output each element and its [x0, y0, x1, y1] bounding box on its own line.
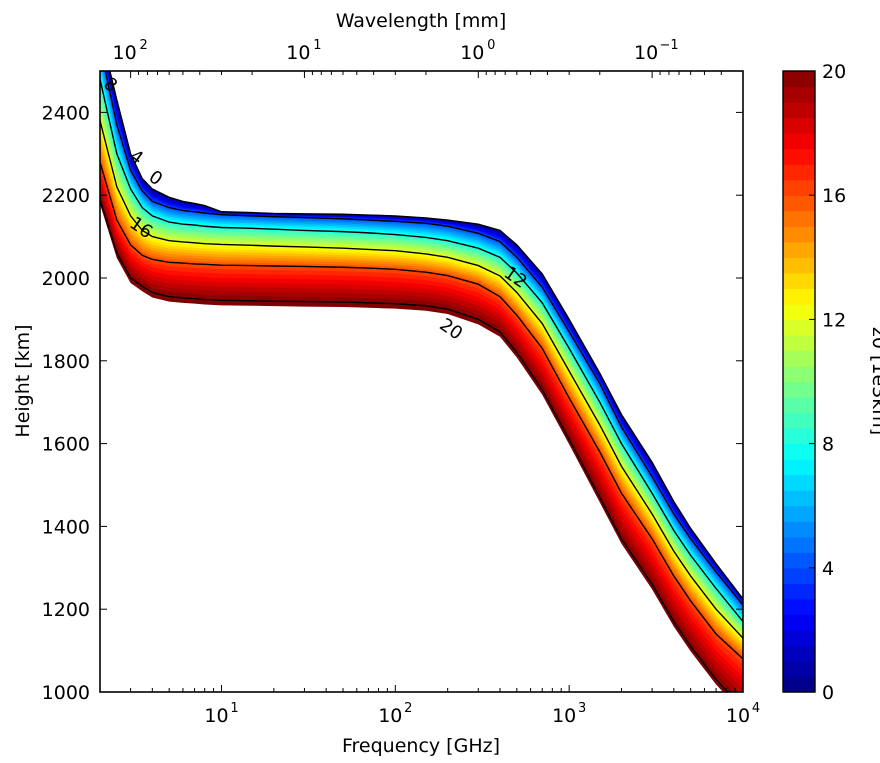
colorbar-segment — [783, 272, 815, 289]
colorbar-segment — [783, 365, 815, 383]
plot-frame — [99, 70, 744, 693]
x2-axis-label: Wavelength [mm] — [336, 10, 507, 32]
x-axis-label: Frequency [GHz] — [342, 735, 500, 757]
colorbar-segment — [783, 552, 815, 569]
x2-tick-label: 10 — [634, 42, 658, 64]
colorbar-segment — [783, 117, 815, 134]
y-tick-label: 1800 — [42, 351, 90, 373]
colorbar-segment — [783, 583, 815, 600]
y-tick-label: 1200 — [42, 599, 90, 621]
x2-tick-label: 10 — [113, 42, 137, 64]
x2-tick-label: 10 — [286, 42, 310, 64]
contour-line — [100, 120, 743, 639]
colorbar-segment — [783, 86, 815, 103]
x-axis: 10 1 10 2 10 3 10 4 — [99, 685, 760, 727]
x-tick-exponent: 1 — [230, 701, 238, 716]
x-tick-label: 10 — [378, 705, 402, 727]
colorbar-segment — [783, 428, 815, 445]
colorbar-segment — [783, 567, 815, 584]
colorbar-segment — [783, 598, 815, 615]
colorbar-segment — [783, 303, 815, 321]
x-tick-exponent: 4 — [752, 701, 760, 716]
filled-contours — [100, 71, 743, 692]
x2-tick-exponent: −1 — [660, 38, 679, 53]
colorbar-segment — [783, 614, 815, 631]
colorbar-segment — [783, 521, 815, 538]
colorbar-segment — [783, 350, 815, 367]
colorbar-tick-label: 16 — [822, 185, 846, 207]
colorbar-segment — [783, 474, 815, 491]
y-tick-label: 1000 — [42, 682, 90, 704]
colorbar-segment — [783, 490, 815, 507]
colorbar-segment — [783, 102, 815, 119]
y-tick-label: 1400 — [42, 516, 90, 538]
colorbar-segment — [783, 443, 815, 460]
y-axis-label: Height [km] — [12, 324, 34, 437]
contour-line — [104, 71, 743, 606]
colorbar-tick-label: 20 — [822, 61, 846, 83]
colorbar-segment — [783, 645, 815, 662]
colorbar-label: z0 [1e3km] — [868, 327, 880, 435]
colorbar-segment — [783, 257, 815, 274]
colorbar-segment — [783, 536, 815, 553]
x-tick-label: 10 — [552, 705, 576, 727]
colorbar-segment — [783, 195, 815, 212]
colorbar-tick-label: 12 — [822, 309, 846, 331]
contour-region-empty — [100, 199, 728, 692]
colorbar-segment — [783, 676, 815, 693]
contour-line — [100, 161, 743, 660]
colorbar-segment — [783, 148, 815, 165]
y-axis: 1000 1200 1400 1600 1800 2000 2200 2400 — [42, 102, 743, 704]
colorbar-segment — [783, 319, 815, 336]
colorbar-segment — [783, 179, 815, 196]
colorbar-segment — [783, 210, 815, 227]
colorbar-segment — [783, 505, 815, 522]
x2-tick-exponent: 1 — [313, 38, 321, 53]
colorbar-frame — [782, 70, 816, 693]
colorbar: 0 4 8 12 16 20 — [782, 61, 846, 704]
x2-tick-exponent: 2 — [139, 38, 147, 53]
colorbar-segment — [783, 397, 815, 414]
y-tick-label: 2200 — [42, 185, 90, 207]
x2-tick-exponent: 0 — [487, 38, 495, 53]
x-tick-label: 10 — [726, 705, 750, 727]
colorbar-tick-label: 4 — [822, 558, 834, 580]
colorbar-tick-label: 0 — [822, 682, 834, 704]
contour-line — [109, 71, 743, 600]
x2-axis: 10 2 10 1 10 0 10 −1 — [113, 38, 744, 78]
colorbar-segment — [783, 241, 815, 258]
colorbar-segment — [783, 71, 815, 88]
colorbar-segment — [783, 660, 815, 678]
colorbar-segment — [783, 288, 815, 305]
colorbar-segment — [783, 133, 815, 150]
y-tick-label: 2000 — [42, 268, 90, 290]
colorbar-segment — [783, 459, 815, 476]
colorbar-segment — [783, 412, 815, 429]
contour-lines — [100, 71, 743, 692]
x2-tick-label: 10 — [460, 42, 484, 64]
colorbar-segment — [783, 381, 815, 398]
colorbar-tick-label: 8 — [822, 434, 834, 456]
colorbar-segment — [783, 164, 815, 181]
y-tick-label: 1600 — [42, 434, 90, 456]
y-tick-label: 2400 — [42, 102, 90, 124]
x-tick-label: 10 — [204, 705, 228, 727]
x-tick-exponent: 3 — [578, 701, 586, 716]
colorbar-segment — [783, 629, 815, 647]
colorbar-segment — [783, 334, 815, 352]
contour-line — [100, 79, 743, 623]
contour-line — [100, 199, 729, 692]
x-tick-exponent: 2 — [404, 701, 412, 716]
colorbar-segment — [783, 226, 815, 243]
